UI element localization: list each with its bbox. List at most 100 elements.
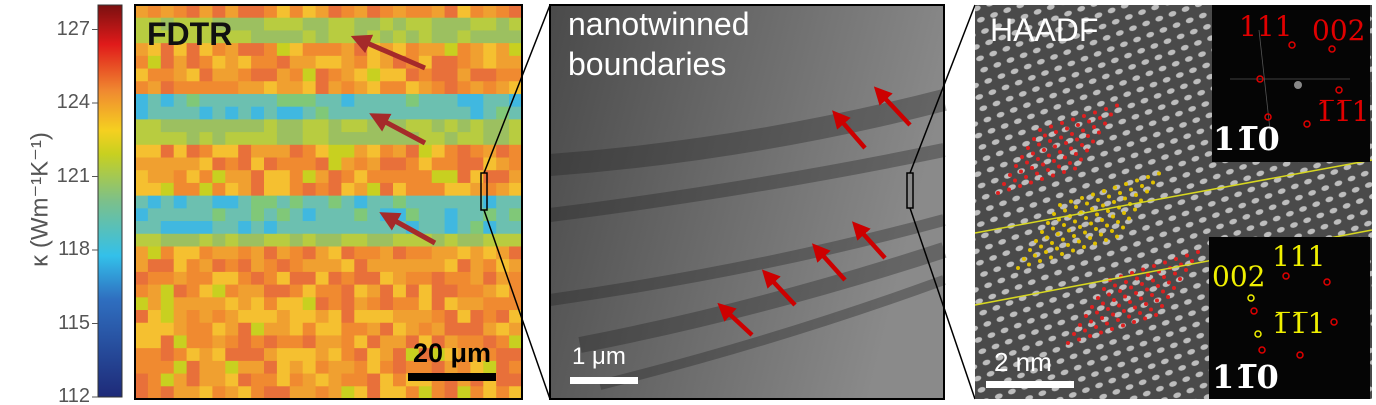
heatmap-cell [496, 348, 510, 362]
atom-marker [1085, 148, 1089, 153]
heatmap-cell [405, 5, 420, 19]
heatmap-cell [393, 30, 407, 44]
heatmap-cell [186, 55, 200, 70]
heatmap-cell [380, 386, 394, 400]
heatmap-cell [393, 5, 407, 19]
heatmap-cell [328, 17, 342, 31]
heatmap-cell [457, 17, 471, 31]
sem-scalebar-label: 1 μm [572, 343, 626, 370]
atom-marker [1067, 228, 1071, 233]
atom-marker [1111, 312, 1115, 317]
heatmap-cell [289, 68, 304, 82]
heatmap-cell [315, 81, 329, 95]
heatmap-cell [186, 208, 200, 222]
heatmap-cell [160, 144, 175, 159]
atom-marker [1029, 180, 1033, 185]
atom-marker [1092, 125, 1096, 129]
atom-marker [1102, 189, 1106, 193]
heatmap-cell [457, 360, 471, 375]
heatmap-cell [276, 221, 291, 235]
heatmap-cell [302, 271, 317, 286]
heatmap-cell [251, 144, 265, 159]
heatmap-cell [238, 55, 252, 70]
fft-bottom-label-111: 111 [1272, 240, 1326, 273]
atom-marker [1070, 132, 1074, 136]
heatmap-cell [457, 246, 471, 260]
atom-marker [1049, 124, 1053, 129]
heatmap-cell [276, 132, 291, 146]
heatmap-cell [341, 144, 355, 159]
heatmap-cell [225, 106, 239, 120]
fft-top-label-111: 111 [1239, 10, 1293, 43]
heatmap-cell [264, 386, 278, 400]
atom-marker [1097, 130, 1101, 135]
heatmap-cell [135, 335, 149, 349]
heatmap-cell [418, 119, 433, 133]
atom-marker [1033, 253, 1037, 258]
heatmap-cell [483, 170, 497, 184]
heatmap-cell [289, 246, 304, 260]
heatmap-cell [315, 132, 329, 146]
colorbar-tick-label: 112 [58, 385, 90, 405]
heatmap-cell [444, 68, 458, 82]
heatmap-cell [444, 233, 458, 247]
atom-marker [1032, 137, 1036, 141]
heatmap-cell [251, 360, 265, 375]
heatmap-cell [225, 221, 239, 235]
heatmap-cell [315, 43, 329, 57]
heatmap-cell [302, 30, 317, 44]
heatmap-cell [212, 246, 226, 260]
atom-marker [1045, 235, 1049, 240]
heatmap-cell [225, 182, 239, 197]
heatmap-cell [328, 30, 342, 44]
heatmap-cell [225, 208, 239, 222]
heatmap-cell [238, 233, 252, 247]
heatmap-cell [354, 284, 368, 298]
heatmap-cell [354, 271, 368, 286]
heatmap-cell [264, 119, 278, 133]
heatmap-cell [199, 170, 213, 184]
heatmap-cell [199, 132, 213, 146]
heatmap-cell [238, 386, 252, 400]
heatmap-cell [147, 55, 162, 70]
heatmap-cell [380, 17, 394, 31]
heatmap-cell [238, 246, 252, 260]
heatmap-cell [509, 182, 523, 197]
heatmap-cell [147, 157, 162, 171]
heatmap-cell [135, 297, 149, 311]
heatmap-cell [199, 246, 213, 260]
heatmap-cell [225, 348, 239, 362]
heatmap-cell [483, 55, 497, 70]
heatmap-cell [496, 81, 510, 95]
atom-marker [1047, 153, 1051, 158]
heatmap-cell [302, 132, 317, 146]
heatmap-cell [483, 93, 497, 108]
heatmap-cell [302, 322, 317, 336]
heatmap-cell [457, 132, 471, 146]
atom-marker [1066, 341, 1070, 345]
heatmap-cell [393, 386, 407, 400]
atom-marker [1026, 146, 1030, 150]
heatmap-cell [483, 335, 497, 349]
heatmap-cell [354, 81, 368, 95]
heatmap-cell [173, 30, 188, 44]
heatmap-cell [251, 284, 265, 298]
heatmap-cell [302, 310, 317, 324]
heatmap-cell [457, 68, 471, 82]
heatmap-cell [199, 297, 213, 311]
atom-marker [1151, 180, 1155, 185]
heatmap-cell [444, 246, 458, 260]
heatmap-cell [251, 322, 265, 336]
heatmap-cell [225, 157, 239, 171]
heatmap-cell [264, 360, 278, 375]
heatmap-cell [393, 157, 407, 171]
heatmap-cell [354, 208, 368, 222]
heatmap-cell [315, 322, 329, 336]
heatmap-cell [431, 208, 446, 222]
heatmap-cell [135, 221, 149, 235]
atom-marker [1071, 248, 1075, 253]
heatmap-cell [509, 157, 523, 171]
atom-marker [1141, 267, 1145, 272]
heatmap-cell [380, 195, 394, 209]
heatmap-cell [367, 348, 381, 362]
